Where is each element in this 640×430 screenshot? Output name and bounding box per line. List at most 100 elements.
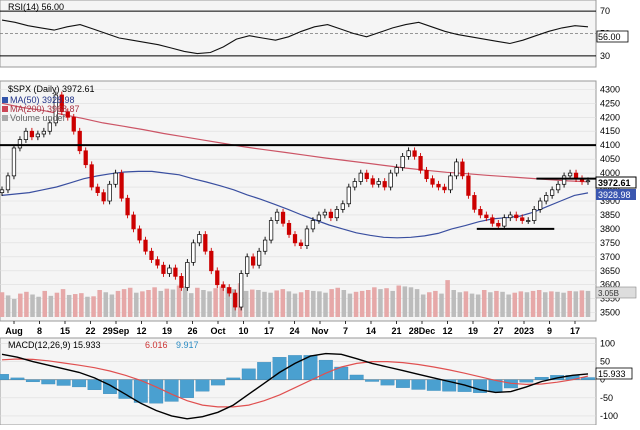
- legend-ma200: MA(200) 3968.87: [10, 104, 80, 114]
- macd-histogram-bar: [581, 377, 595, 380]
- ma200-line: [1, 102, 589, 183]
- x-tick-label: 12: [136, 326, 146, 336]
- volume-bar: [555, 291, 560, 317]
- price-tick-label: 3550: [600, 294, 620, 304]
- candle-up: [268, 220, 274, 241]
- candle-up: [35, 133, 41, 138]
- volume-bar: [176, 285, 182, 317]
- candle-up: [245, 256, 250, 274]
- macd-histogram-bar: [118, 379, 133, 399]
- x-tick-label: 17: [570, 326, 580, 336]
- volume-bar: [475, 294, 481, 317]
- candle-down: [514, 214, 519, 219]
- volume-bar: [286, 291, 292, 317]
- candle-up: [191, 242, 196, 263]
- volume-bar: [72, 294, 78, 317]
- macd-histogram-bar: [87, 379, 102, 390]
- candle-up: [334, 209, 339, 219]
- macd-histogram-bar: [534, 376, 549, 380]
- candle-up: [585, 180, 591, 183]
- legend-volume: Volume undef: [10, 113, 66, 123]
- candle-up: [549, 189, 555, 196]
- x-tick-label: 19: [162, 326, 172, 336]
- candle-down: [227, 287, 232, 294]
- candle-up: [454, 161, 459, 177]
- candle-down: [478, 209, 483, 216]
- candle-down: [173, 267, 178, 277]
- volume-bar: [91, 296, 96, 317]
- volume-scale-label: 3.05B: [598, 289, 619, 298]
- volume-bar: [365, 290, 371, 317]
- x-tick-label: 7: [343, 326, 348, 336]
- candle-up: [256, 250, 262, 266]
- volume-bar: [219, 286, 225, 317]
- macd-tick-label: -100: [600, 411, 618, 421]
- volume-bar: [512, 292, 518, 317]
- volume-bar: [298, 292, 304, 317]
- x-tick-label: Aug: [5, 326, 23, 336]
- x-tick-label: 9: [547, 326, 552, 336]
- candle-down: [89, 164, 94, 188]
- volume-bar: [201, 290, 206, 317]
- volume-bar: [109, 294, 115, 317]
- x-tick-label: 15: [60, 326, 70, 336]
- volume-bar: [97, 290, 102, 317]
- candle-up: [167, 267, 172, 274]
- volume-bar: [115, 290, 121, 317]
- x-tick-label: 29Sep: [103, 326, 130, 336]
- volume-bar: [567, 290, 572, 317]
- candle-down: [155, 259, 160, 266]
- volume-bar: [304, 290, 310, 317]
- volume-bar: [390, 290, 395, 317]
- candle-down: [131, 214, 136, 230]
- candle-up: [185, 262, 190, 288]
- macd-histogram-bar: [365, 379, 380, 382]
- candle-up: [5, 175, 11, 191]
- price-tick-label: 3750: [600, 238, 620, 248]
- volume-bar: [18, 293, 23, 317]
- candle-down: [490, 217, 495, 224]
- volume-bar: [262, 291, 267, 317]
- macd-histogram-bar: [133, 379, 148, 403]
- x-tick-label: 27: [493, 326, 503, 336]
- rsi-panel: 705030 RSI(14) 56.00 56.00: [0, 0, 629, 68]
- candle-down: [209, 250, 214, 272]
- x-tick-label: 14: [366, 326, 376, 336]
- candle-down: [149, 250, 154, 260]
- candle-down: [418, 155, 423, 171]
- volume-bar: [54, 292, 60, 317]
- volume-bar: [439, 293, 444, 317]
- volume-bar: [384, 288, 389, 317]
- macd-histogram-bar: [10, 377, 25, 380]
- candle-down: [233, 292, 238, 308]
- rsi-last-badge: [596, 30, 629, 43]
- x-tick-label: 19: [468, 326, 478, 336]
- x-tick-label: Oct: [210, 326, 225, 336]
- macd-histogram-bar: [210, 379, 225, 386]
- volume-bar: [543, 292, 548, 317]
- price-tick-label: 3500: [600, 308, 620, 318]
- candle-up: [538, 200, 543, 210]
- candle-up: [532, 209, 537, 221]
- x-tick-label: 21: [391, 326, 401, 336]
- volume-bar: [256, 290, 261, 317]
- candle-down: [59, 94, 64, 113]
- volume-bar: [152, 287, 157, 317]
- rsi-tick-label: 30: [600, 51, 610, 61]
- candle-up: [340, 203, 345, 210]
- volume-bar: [561, 292, 566, 317]
- volume-bar: [536, 290, 542, 317]
- candle-up: [508, 214, 513, 219]
- macd-legend-main: MACD(12,26,9) 15.933: [8, 340, 101, 350]
- macd-tick-label: 50: [600, 357, 610, 367]
- volume-bar: [488, 292, 493, 317]
- candle-up: [346, 186, 351, 205]
- candle-down: [382, 181, 387, 188]
- ma50-price-label: 3928.98: [598, 190, 631, 200]
- x-tick-label: 28Dec: [409, 326, 436, 336]
- candle-up: [316, 214, 322, 221]
- candle-up: [352, 181, 357, 188]
- volume-bar: [323, 292, 328, 317]
- volume-bar: [103, 292, 109, 317]
